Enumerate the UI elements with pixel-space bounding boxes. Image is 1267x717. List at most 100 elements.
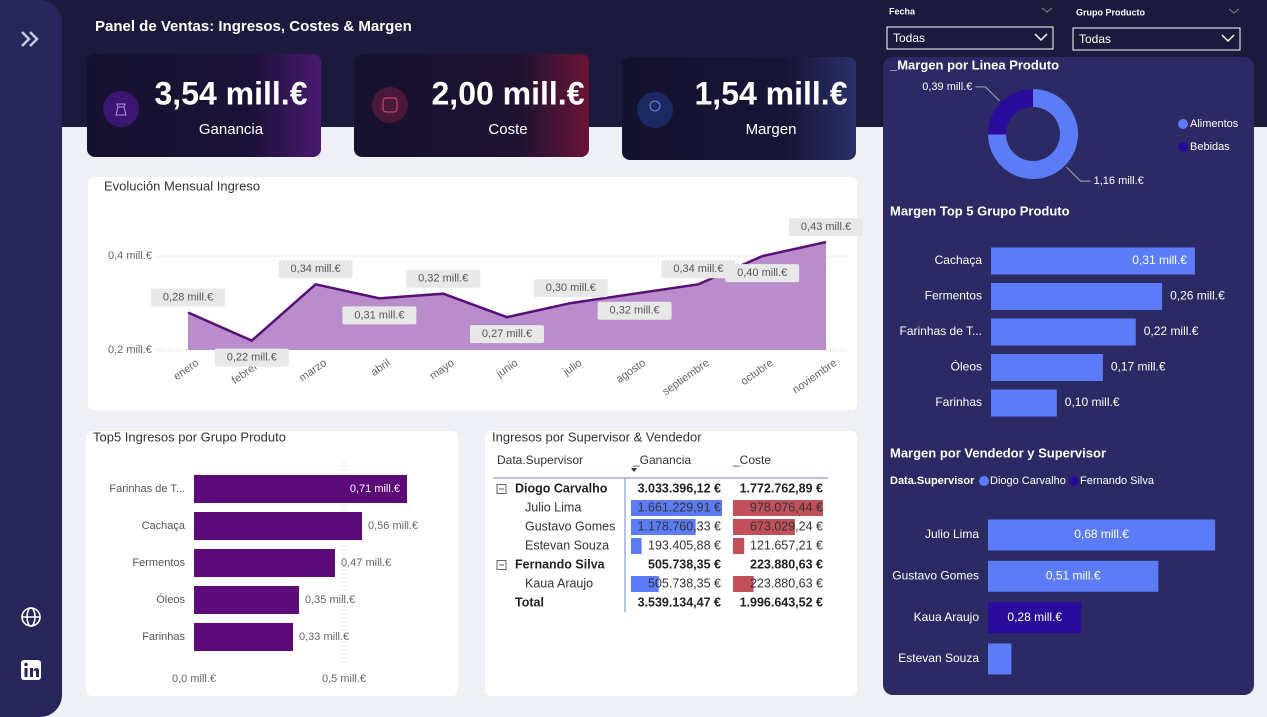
data-label: 0,40 mill.€ xyxy=(737,267,787,279)
y-tick-label: Cachaça xyxy=(142,520,186,532)
legend-label: Bebidas xyxy=(1190,141,1230,153)
leader-line xyxy=(975,86,1000,102)
bar xyxy=(988,643,1012,675)
data-label-bg xyxy=(661,260,736,279)
row-name: Julio Lima xyxy=(525,500,581,514)
legend-marker xyxy=(1178,119,1188,129)
y-tick-label: Fermentos xyxy=(925,289,982,303)
kpi-icon xyxy=(372,87,408,123)
y-tick-label: Farinhas xyxy=(142,631,185,643)
expand-icon[interactable] xyxy=(21,31,39,47)
kpi-card: 1,54 mill.€ Margen xyxy=(622,57,856,160)
row-name: Estevan Souza xyxy=(525,538,609,552)
bar xyxy=(991,354,1103,381)
kpi-icon xyxy=(637,92,673,128)
filter-label: Fecha xyxy=(889,6,916,16)
data-label-bg xyxy=(789,218,863,237)
y-tick-label: Cachaça xyxy=(935,253,983,267)
data-label: 0,68 mill.€ xyxy=(1074,527,1129,541)
kpi-value: 3,54 mill.€ xyxy=(155,75,308,111)
filter-box[interactable] xyxy=(886,26,1054,50)
data-bar xyxy=(631,538,642,554)
data-label: 0,32 mill.€ xyxy=(418,273,468,285)
data-label: 0,22 mill.€ xyxy=(1144,324,1199,338)
y-tick-label: 0,2 mill.€ xyxy=(108,344,152,356)
icon-shape xyxy=(115,103,127,116)
data-bar xyxy=(733,576,754,592)
bar xyxy=(991,247,1195,275)
chart-title: _Margen por Linea Produto xyxy=(889,57,1059,72)
data-label: 0,43 mill.€ xyxy=(801,221,851,233)
filter-value: Todas xyxy=(1079,32,1111,46)
data-label: 0,35 mill.€ xyxy=(305,594,355,606)
data-label: 0,32 mill.€ xyxy=(610,305,660,317)
filter-box[interactable] xyxy=(1072,27,1241,51)
card-bg xyxy=(87,54,321,157)
collapse-icon[interactable] xyxy=(496,560,507,570)
kpi-label: Ganancia xyxy=(199,121,264,138)
data-label: 0,31 mill.€ xyxy=(354,309,404,321)
chart-title: Top5 Ingresos por Grupo Produto xyxy=(93,429,286,444)
data-bar xyxy=(631,500,723,516)
group-name: Diogo Carvalho xyxy=(515,481,608,495)
filter-fecha[interactable]: Fecha Todas xyxy=(886,6,1054,50)
icon-shape xyxy=(649,100,661,112)
legend-marker xyxy=(1178,142,1188,152)
bar xyxy=(991,389,1057,417)
data-label: 0,34 mill.€ xyxy=(291,263,341,275)
bar xyxy=(194,623,293,651)
chart-title: Margen por Vendedor y Supervisor xyxy=(890,445,1106,460)
x-tick-label: 0,0 mill.€ xyxy=(172,673,216,685)
linkedin-icon[interactable] xyxy=(21,660,41,680)
bar xyxy=(991,318,1136,346)
kpi-value: 2,00 mill.€ xyxy=(432,75,585,111)
legend-label: Diogo Carvalho xyxy=(990,475,1066,487)
cell: 223.880,63 € xyxy=(750,576,823,590)
total-name: Total xyxy=(515,595,544,609)
bar xyxy=(194,586,299,614)
y-tick-label: Fermentos xyxy=(132,557,185,569)
legend-title: Data.Supervisor xyxy=(890,475,975,487)
cell: 1.661.229,91 € xyxy=(638,500,721,514)
collapse-icon[interactable] xyxy=(496,484,507,494)
y-tick-label: Farinhas xyxy=(935,395,982,409)
x-tick-label: 0,5 mill.€ xyxy=(322,673,366,685)
bar xyxy=(988,560,1159,592)
cell: 121.657,21 € xyxy=(750,538,823,552)
globe-icon[interactable] xyxy=(21,607,41,627)
filter-grupo[interactable]: Grupo Producto Todas xyxy=(1072,7,1241,51)
data-label-bg xyxy=(725,264,800,283)
data-label-bg xyxy=(597,301,672,320)
card-bg xyxy=(622,57,856,160)
kpi-value: 1,54 mill.€ xyxy=(695,75,848,111)
cell: 193.405,88 € xyxy=(648,538,721,552)
data-label: 0,26 mill.€ xyxy=(1170,289,1225,303)
cell: 3.033.396,12 € xyxy=(638,481,721,495)
chart-title: Margen Top 5 Grupo Produto xyxy=(890,203,1070,218)
data-bar xyxy=(733,500,824,516)
table-title: Ingresos por Supervisor & Vendedor xyxy=(492,429,702,444)
data-label-bg xyxy=(278,260,353,279)
y-tick-label: Óleos xyxy=(951,359,982,374)
data-label: 1,16 mill.€ xyxy=(1094,175,1144,187)
data-label: 0,10 mill.€ xyxy=(1065,395,1120,409)
data-label: 0,56 mill.€ xyxy=(368,520,418,532)
data-label: 0,33 mill.€ xyxy=(299,631,349,643)
icon-shape xyxy=(382,97,398,113)
y-tick-label: Farinhas de T... xyxy=(900,324,983,338)
data-bar xyxy=(631,519,696,535)
cell: 3.539.134,47 € xyxy=(638,595,721,609)
cell: 505.738,35 € xyxy=(648,557,721,571)
cell: 978.076,44 € xyxy=(750,500,823,514)
data-bar xyxy=(733,519,795,535)
leader-line xyxy=(1066,166,1091,182)
card-bg xyxy=(354,54,589,157)
donut-slice xyxy=(988,89,1033,135)
bar xyxy=(194,549,335,577)
data-label-bg xyxy=(406,269,481,288)
data-label-bg xyxy=(470,325,544,344)
bar xyxy=(194,475,407,503)
legend-marker xyxy=(1069,476,1079,486)
y-tick-label: Farinhas de T... xyxy=(109,483,185,495)
group-name: Fernando Silva xyxy=(515,557,606,571)
